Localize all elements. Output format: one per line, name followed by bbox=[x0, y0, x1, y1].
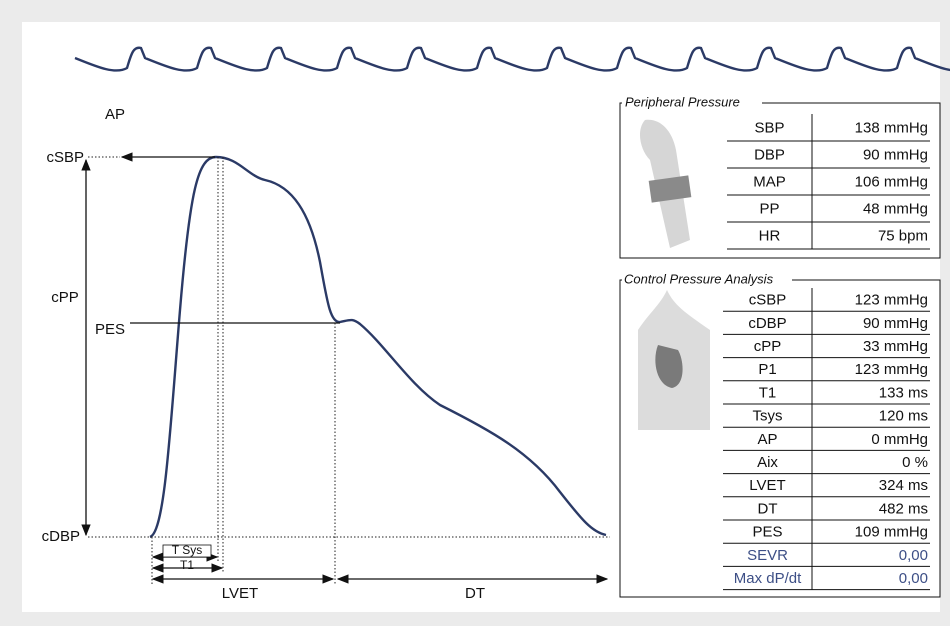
body-image bbox=[638, 290, 710, 430]
row-label: AP bbox=[757, 431, 777, 448]
row-label: P1 bbox=[758, 361, 776, 378]
row-value: 75 bpm bbox=[878, 227, 928, 244]
row-label: cPP bbox=[754, 338, 782, 355]
row-label: T1 bbox=[759, 384, 777, 401]
row-value: 120 ms bbox=[879, 408, 928, 425]
row-value: 109 mmHg bbox=[855, 524, 928, 541]
label: T Sys bbox=[172, 543, 202, 557]
row-value: 123 mmHg bbox=[855, 292, 928, 309]
row-label: SEVR bbox=[747, 547, 788, 564]
row-label: HR bbox=[759, 227, 781, 244]
row-value: 0,00 bbox=[899, 547, 928, 564]
panel bbox=[22, 22, 940, 612]
row-value: 90 mmHg bbox=[863, 315, 928, 332]
row-value: 324 ms bbox=[879, 477, 928, 494]
row-label: MAP bbox=[753, 173, 786, 190]
row-value: 123 mmHg bbox=[855, 361, 928, 378]
row-label: LVET bbox=[749, 477, 785, 494]
row-label: PES bbox=[752, 524, 782, 541]
row-label: cSBP bbox=[749, 292, 787, 309]
row-value: 0 mmHg bbox=[871, 431, 928, 448]
panel-title: Peripheral Pressure bbox=[625, 94, 740, 109]
label: PES bbox=[95, 321, 125, 338]
row-label: PP bbox=[759, 200, 779, 217]
row-value: 33 mmHg bbox=[863, 338, 928, 355]
label: DT bbox=[465, 585, 485, 602]
label: AP bbox=[105, 106, 125, 123]
title-bg bbox=[622, 95, 762, 109]
label-box bbox=[162, 544, 212, 558]
waveform bbox=[149, 155, 607, 539]
label: LVET bbox=[222, 585, 258, 602]
row-label: DBP bbox=[754, 146, 785, 163]
label: cDBP bbox=[42, 528, 80, 545]
arm-image bbox=[639, 119, 692, 248]
row-label: SBP bbox=[754, 119, 784, 136]
row-value: 138 mmHg bbox=[855, 119, 928, 136]
title-bg bbox=[622, 272, 792, 286]
panel-title: Control Pressure Analysis bbox=[624, 271, 774, 286]
row-value: 0 % bbox=[902, 454, 928, 471]
pulse-strip bbox=[74, 46, 950, 72]
row-label: Aix bbox=[757, 454, 778, 471]
row-value: 48 mmHg bbox=[863, 200, 928, 217]
row-label: Max dP/dt bbox=[734, 570, 802, 587]
label: T1 bbox=[180, 558, 194, 572]
row-label: DT bbox=[758, 500, 778, 517]
label: cSBP bbox=[46, 149, 84, 166]
row-value: 90 mmHg bbox=[863, 146, 928, 163]
row-value: 0,00 bbox=[899, 570, 928, 587]
row-value: 106 mmHg bbox=[855, 173, 928, 190]
row-value: 133 ms bbox=[879, 384, 928, 401]
row-label: Tsys bbox=[753, 408, 783, 425]
row-label: cDBP bbox=[748, 315, 786, 332]
row-value: 482 ms bbox=[879, 500, 928, 517]
peripheral-panel bbox=[619, 102, 941, 259]
label: cPP bbox=[51, 289, 79, 306]
